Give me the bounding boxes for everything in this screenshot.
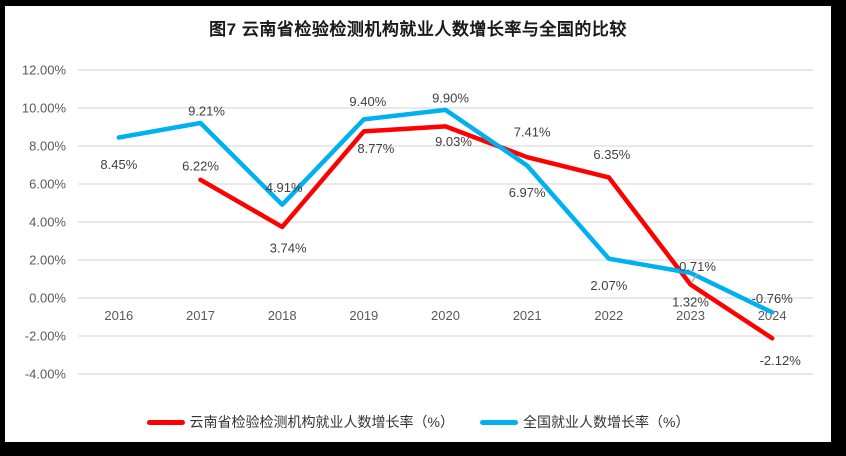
x-axis-tick-label: 2024 xyxy=(758,308,787,323)
data-label: -0.76% xyxy=(752,291,794,306)
x-axis-tick-label: 2018 xyxy=(268,308,297,323)
chart-title: 图7 云南省检验检测机构就业人数增长率与全国的比较 xyxy=(209,20,627,39)
label-leader-line xyxy=(691,273,698,283)
data-label: 3.74% xyxy=(270,240,307,255)
legend-label-yunnan: 云南省检验检测机构就业人数增长率（%） xyxy=(189,414,454,430)
chart-legend: 云南省检验检测机构就业人数增长率（%） 全国就业人数增长率（%） xyxy=(5,412,831,432)
x-axis-tick-label: 2019 xyxy=(349,308,378,323)
data-label: 7.41% xyxy=(514,125,551,140)
x-axis-tick-label: 2022 xyxy=(594,308,623,323)
data-label: 6.35% xyxy=(593,147,630,162)
line-chart-plot: 12.00% 10.00% 8.00% 6.00% 4.00% 2.00% 0.00% -2.… xyxy=(22,63,813,382)
x-axis-tick-label: 2016 xyxy=(104,308,133,323)
national-series-line-icon xyxy=(480,419,518,425)
data-label: 8.45% xyxy=(100,157,137,172)
data-label: 6.97% xyxy=(509,185,546,200)
x-axis-tick-label: 2023 xyxy=(676,308,705,323)
y-axis-tick-label: 8.00% xyxy=(29,139,66,154)
data-label: 6.22% xyxy=(182,158,219,173)
data-label: 9.90% xyxy=(432,90,469,105)
legend-label-national: 全国就业人数增长率（%） xyxy=(523,414,690,430)
y-axis-tick-label: 0.00% xyxy=(29,291,66,306)
data-label: 9.03% xyxy=(435,134,472,149)
data-label: 0.71% xyxy=(679,259,716,274)
data-label: 8.77% xyxy=(357,141,394,156)
x-axis-tick-label: 2017 xyxy=(186,308,215,323)
y-axis-tick-label: 4.00% xyxy=(29,215,66,230)
y-axis-tick-label: 10.00% xyxy=(22,101,67,116)
legend-item-yunnan: 云南省检验检测机构就业人数增长率（%） xyxy=(146,412,454,432)
x-axis-tick-label: 2020 xyxy=(431,308,460,323)
data-label: 9.40% xyxy=(349,94,386,109)
data-label: -2.12% xyxy=(760,353,802,368)
y-axis-tick-label: -2.00% xyxy=(25,329,67,344)
y-axis-tick-label: 2.00% xyxy=(29,253,66,268)
yunnan-series-line-icon xyxy=(146,419,185,425)
y-axis-tick-label: 6.00% xyxy=(29,177,66,192)
data-label: 2.07% xyxy=(590,278,627,293)
yunnan-series-line xyxy=(198,124,775,341)
y-axis-tick-label: -4.00% xyxy=(25,367,67,382)
y-axis-tick-label: 12.00% xyxy=(22,63,67,78)
legend-item-national: 全国就业人数增长率（%） xyxy=(480,412,689,432)
x-axis-tick-label: 2021 xyxy=(513,308,542,323)
data-label: 1.32% xyxy=(672,294,709,309)
data-label: 9.21% xyxy=(188,104,225,119)
data-label: 4.91% xyxy=(266,180,303,195)
national-series-line xyxy=(116,107,775,315)
chart-canvas: 12.00% 10.00% 8.00% 6.00% 4.00% 2.00% 0.00% -2.… xyxy=(5,6,831,442)
